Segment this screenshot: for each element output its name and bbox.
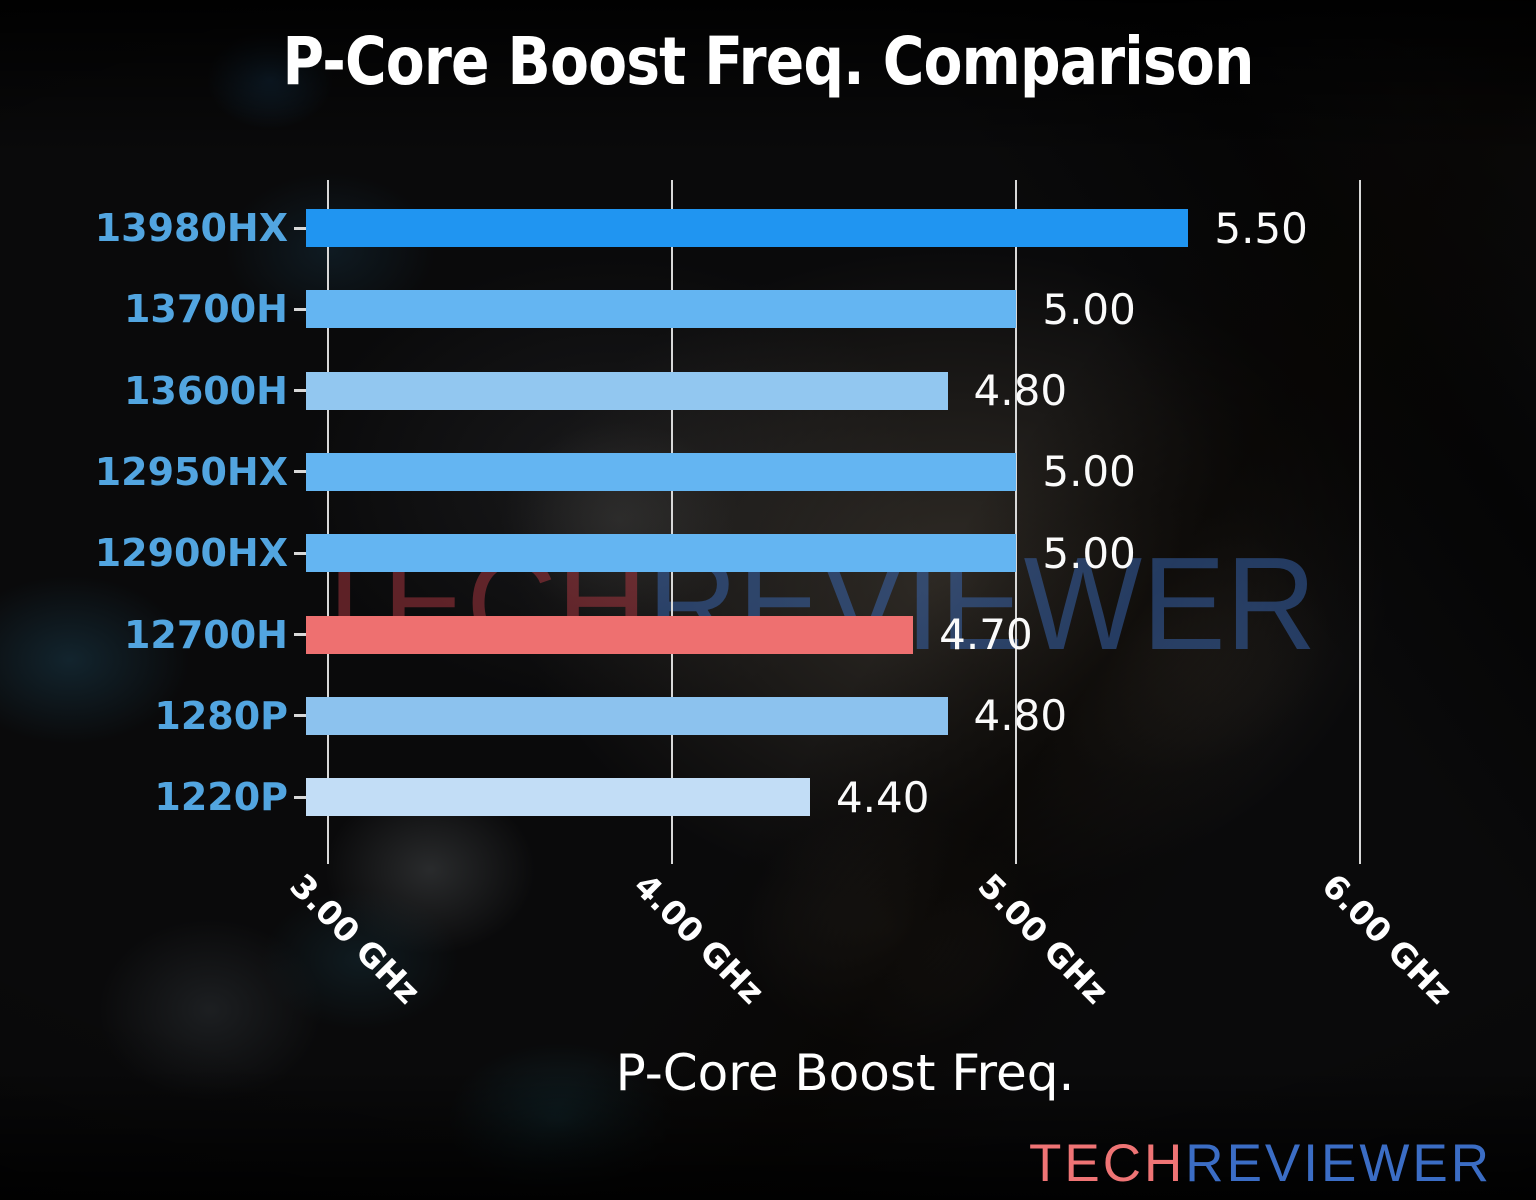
y-tick-mark [294, 714, 306, 718]
y-tick-mark [294, 307, 306, 311]
category-label-12950hx: 12950HX [94, 449, 288, 494]
value-label-13600h: 4.80 [973, 366, 1068, 416]
bar-13700h [306, 290, 1017, 329]
x-gridline [671, 180, 673, 852]
value-label-12900hx: 5.00 [1042, 528, 1136, 578]
bar-12950hx [306, 452, 1017, 491]
chart-title: P-Core Boost Freq. Comparison [282, 23, 1255, 100]
y-tick-mark [294, 551, 306, 555]
x-tick-mark [327, 852, 329, 864]
x-tick-mark [1359, 852, 1361, 864]
category-label-13600h: 13600H [123, 368, 288, 413]
bar-1280p [306, 696, 948, 735]
bar-12900hx [306, 534, 1017, 573]
y-tick-mark [294, 389, 306, 393]
bar-13980hx [306, 209, 1189, 247]
x-tick-mark [671, 852, 673, 864]
value-label-1280p: 4.80 [973, 691, 1068, 741]
x-tick-mark [1015, 852, 1017, 864]
category-label-1220p: 1220P [154, 775, 288, 820]
techreviewer-logo: TECHREVIEWER [1029, 1137, 1492, 1190]
category-label-1280p: 1280P [154, 693, 288, 738]
value-label-12950hx: 5.00 [1042, 447, 1136, 497]
category-label-12700h: 12700H [123, 612, 288, 657]
value-label-13980hx: 5.50 [1214, 203, 1308, 253]
bar-12700h [306, 615, 914, 654]
category-label-13700h: 13700H [123, 287, 288, 332]
x-gridline [1359, 180, 1361, 852]
logo-tech: TECH [1029, 1134, 1186, 1193]
value-label-12700h: 4.70 [939, 610, 1033, 659]
logo-reviewer: REVIEWER [1185, 1134, 1492, 1193]
bar-13600h [306, 371, 948, 410]
y-tick-mark [294, 226, 306, 230]
x-gridline [1015, 180, 1017, 852]
y-tick-mark [294, 795, 306, 799]
category-label-12900hx: 12900HX [94, 531, 288, 576]
bar-1220p [306, 778, 810, 817]
value-label-1220p: 4.40 [835, 772, 930, 822]
value-label-13700h: 5.00 [1042, 284, 1136, 334]
category-label-13980hx: 13980HX [94, 206, 288, 250]
x-gridline [327, 180, 329, 852]
x-axis-label: P-Core Boost Freq. [615, 1044, 1075, 1102]
y-tick-mark [294, 633, 306, 636]
y-tick-mark [294, 470, 306, 474]
